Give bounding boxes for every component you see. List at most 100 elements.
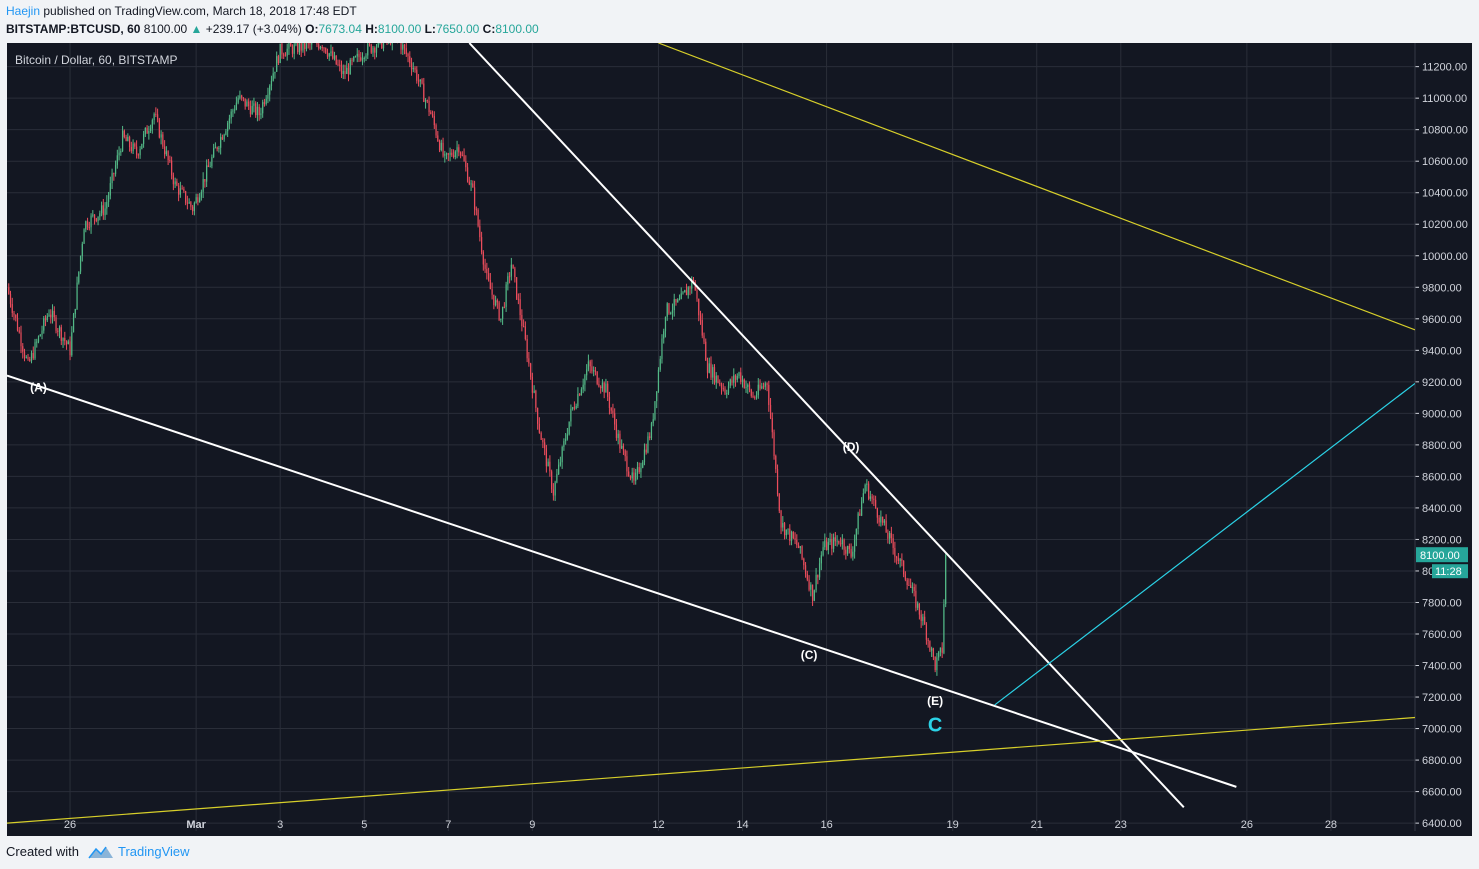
candle [291, 46, 294, 54]
candle [86, 221, 89, 228]
candle [544, 442, 546, 449]
candle [270, 80, 273, 86]
candle [519, 299, 521, 316]
candle [239, 95, 241, 99]
author-link[interactable]: Haejin [6, 4, 41, 18]
candle [385, 34, 386, 40]
candle [579, 394, 581, 396]
candle [71, 332, 73, 356]
candle [9, 293, 12, 305]
candle [633, 472, 635, 481]
candle [924, 616, 926, 625]
candle [484, 264, 486, 269]
candle [875, 499, 877, 509]
candle [729, 379, 731, 386]
candle [717, 375, 719, 383]
candle [323, 47, 325, 49]
candle [227, 123, 229, 132]
low-value: 7650.00 [435, 22, 480, 36]
candle [454, 151, 456, 158]
candle [200, 191, 203, 198]
candle [479, 225, 481, 238]
symbol-line: BITSTAMP:BTCUSD, 60 8100.00 ▲ +239.17 (+… [6, 22, 539, 36]
publish-line: Haejin published on TradingView.com, Mar… [6, 4, 357, 18]
candle [778, 494, 780, 511]
candle [559, 462, 562, 465]
candle [358, 53, 360, 58]
price-axis-background [1415, 43, 1472, 831]
x-tick-label: 16 [820, 819, 832, 831]
countdown-badge [1432, 564, 1468, 579]
candle [452, 155, 455, 158]
y-tick-label: 10800.00 [1422, 125, 1468, 137]
candle [11, 304, 13, 313]
candle [99, 213, 101, 217]
candle [272, 73, 274, 81]
candle [787, 528, 789, 530]
candle [298, 43, 301, 53]
candle [85, 221, 87, 230]
symbol-name: BITSTAMP:BTCUSD, 60 [6, 22, 141, 36]
close-label: C: [479, 22, 496, 36]
candle [248, 101, 250, 107]
candle [428, 100, 430, 113]
candle [391, 43, 393, 44]
candle [379, 36, 380, 38]
candle [367, 43, 369, 56]
candle [114, 165, 117, 174]
price-chart[interactable]: 6400.00 6600.00 6800.00 7000.00 7200.00 7400.… [0, 0, 1479, 836]
candle [13, 312, 15, 315]
candle [530, 363, 532, 377]
candle [908, 584, 910, 586]
candle [32, 353, 34, 359]
candle [22, 346, 24, 352]
candle [34, 342, 36, 359]
last-price-text: 8100.00 [140, 22, 191, 36]
candle [943, 604, 945, 653]
candle [477, 209, 479, 226]
x-tick-label: 26 [1241, 819, 1253, 831]
x-tick-label: 5 [361, 819, 367, 831]
candle [617, 433, 619, 438]
candle [178, 185, 180, 195]
candle [782, 523, 784, 528]
candle [142, 134, 145, 144]
candle [169, 159, 171, 161]
candle [528, 358, 530, 364]
y-tick-label: 10000.00 [1422, 251, 1468, 263]
tradingview-link[interactable]: TradingView [118, 844, 190, 859]
candle [551, 471, 553, 490]
trendline-lower-yellow [7, 716, 1415, 824]
y-tick-label: 9800.00 [1422, 282, 1462, 294]
candle [931, 648, 933, 651]
trendline-upper-yellow [658, 43, 1415, 331]
tradingview-logo-icon[interactable] [88, 844, 114, 860]
candle [759, 384, 761, 389]
candle [750, 389, 752, 396]
candle [540, 432, 542, 440]
candle [199, 197, 201, 203]
candle [934, 656, 936, 671]
candle [293, 44, 295, 54]
candle [731, 379, 733, 383]
candle [521, 315, 523, 327]
x-tick-label: 26 [64, 819, 76, 831]
candle [815, 574, 817, 591]
candle [743, 379, 745, 388]
candle [249, 106, 252, 115]
candle [699, 315, 702, 321]
x-tick-label: Mar [186, 819, 206, 831]
candle [566, 434, 569, 439]
candle [846, 546, 849, 554]
candle [706, 360, 709, 373]
candle [388, 35, 389, 39]
candle [139, 148, 141, 156]
candle [375, 46, 378, 53]
candle [424, 100, 427, 102]
y-tick-label: 9600.00 [1422, 314, 1462, 326]
y-tick-label: 7200.00 [1422, 692, 1462, 704]
candle [685, 290, 688, 296]
candle [120, 151, 122, 153]
candle [687, 287, 689, 296]
y-tick-label: 6600.00 [1422, 787, 1462, 799]
